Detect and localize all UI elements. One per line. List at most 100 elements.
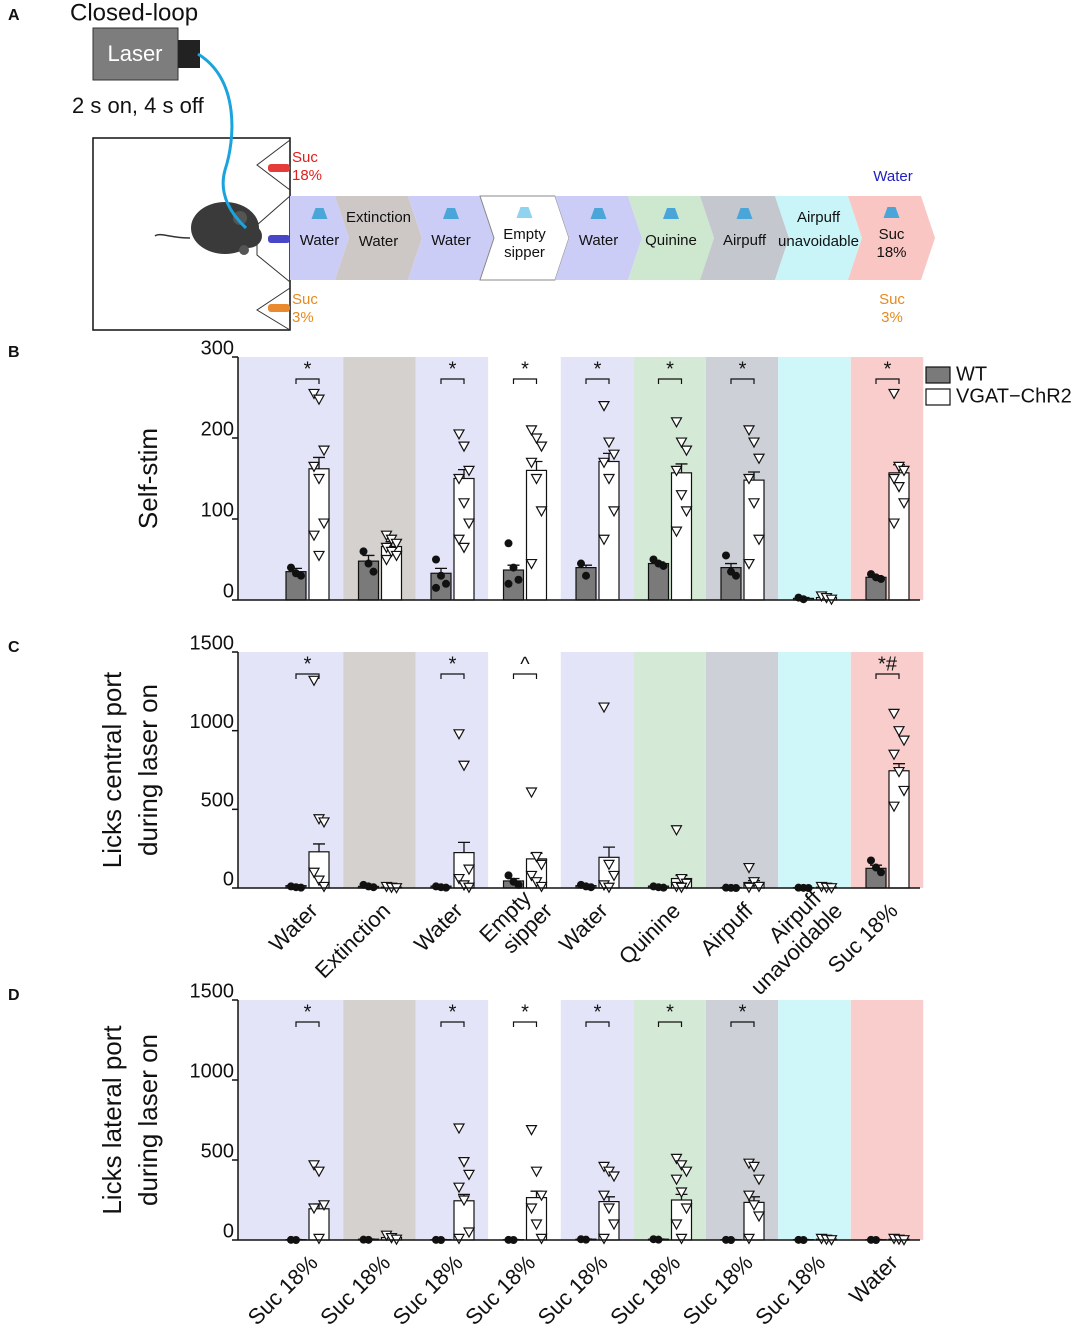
condition-band [851,1000,924,1240]
significance-label: * [594,358,602,380]
y-tick-label: 0 [223,580,234,602]
wt-point [587,883,595,891]
condition-band [488,1000,561,1240]
condition-band [633,1000,706,1240]
legend-swatch [926,389,950,405]
y-tick-label: 200 [201,418,234,440]
significance-label: * [521,1001,529,1023]
port-top-label: Suc [292,149,318,166]
wt-point [510,564,518,572]
significance-label: * [521,358,529,380]
wt-point [800,595,808,603]
port-top-label: 18% [292,167,322,184]
panel-letter: D [8,987,20,1004]
port-bottom-label: 3% [292,309,314,326]
condition-band [416,357,489,600]
significance-label: * [449,358,457,380]
wt-point [505,539,513,547]
condition-band [343,357,416,600]
x-tick-label: Suc 18% [388,1250,468,1324]
condition-band [706,357,779,600]
wt-point [577,560,585,568]
condition-band [488,357,561,600]
protocol-step-label: Quinine [645,232,697,249]
condition-band [561,652,634,888]
protocol-step-label: Extinction [346,209,411,226]
x-tick-label: Suc 18% [533,1250,613,1324]
port-bottom-label: Suc [292,291,318,308]
x-tick-label: Suc 18% [243,1250,323,1324]
protocol-step-label: 18% [876,244,906,261]
condition-band [416,652,489,888]
x-tick-label: Suc 18% [750,1250,830,1324]
legend-swatch [926,367,950,383]
condition-band [343,652,416,888]
significance-label: * [449,1001,457,1023]
protocol-step-label: Water [431,232,470,249]
protocol-step-label: Water [359,233,398,250]
protocol-step-label: sipper [504,244,545,261]
y-tick-label: 100 [201,499,234,521]
y-tick-label: 0 [223,868,234,890]
end-bottom-label: Suc [879,291,905,308]
y-tick-label: 1000 [190,1060,235,1082]
condition-band [633,652,706,888]
x-tick-label: Suc 18% [678,1250,758,1324]
y-axis-label: Self-stim [133,428,163,529]
y-tick-label: 300 [201,337,234,359]
diagram-title: Closed-loop [70,0,198,26]
wt-point [297,572,305,580]
condition-band [488,652,561,888]
wt-point [360,547,368,555]
condition-band [706,1000,779,1240]
wt-point [437,572,445,580]
condition-band [851,652,924,888]
protocol: 2 s on, 4 s off [72,93,205,118]
wt-point [442,580,450,588]
x-tick-label: Empty sipper [474,881,557,964]
legend-label: VGAT−ChR2 [956,385,1072,407]
y-tick-label: 1000 [190,711,235,733]
significance-label: * [304,358,312,380]
y-axis-label: Licks central port [97,671,127,868]
x-tick-label: Water [844,1250,903,1309]
significance-label: * [666,1001,674,1023]
laser-connector [178,40,200,68]
condition-band [416,1000,489,1240]
port-top [268,164,290,172]
wt-point [660,562,668,570]
significance-label: * [739,358,747,380]
x-tick-label: Water [264,898,323,957]
condition-band [561,357,634,600]
significance-label: * [884,358,892,380]
laser-label: Laser [107,41,162,66]
wt-point [867,856,875,864]
protocol-step-label: Airpuff [797,209,841,226]
wt-point [505,871,513,879]
protocol-step-label: Suc [879,226,905,243]
significance-label: * [594,1001,602,1023]
wt-point [365,560,373,568]
condition-band [633,357,706,600]
y-tick-label: 500 [201,1140,234,1162]
significance-label: * [449,653,457,675]
panel-letter: C [8,639,20,656]
condition-band [851,357,924,600]
panel-letter: A [8,7,20,24]
condition-band [343,1000,416,1240]
x-tick-label: Airpuff unavoidable [729,881,848,1000]
legend-label: WT [956,363,987,385]
wt-point [877,575,885,583]
condition-band [778,357,851,600]
x-tick-label: Water [554,898,613,957]
end-bottom-label: 3% [881,309,903,326]
x-tick-label: Suc 18% [315,1250,395,1324]
panel-letter: B [8,344,20,361]
y-axis-label: during laser on [133,684,163,856]
condition-band [778,1000,851,1240]
protocol-step-label: unavoidable [778,233,859,250]
x-tick-label: Extinction [310,898,395,983]
protocol-step-label: Water [300,232,339,249]
